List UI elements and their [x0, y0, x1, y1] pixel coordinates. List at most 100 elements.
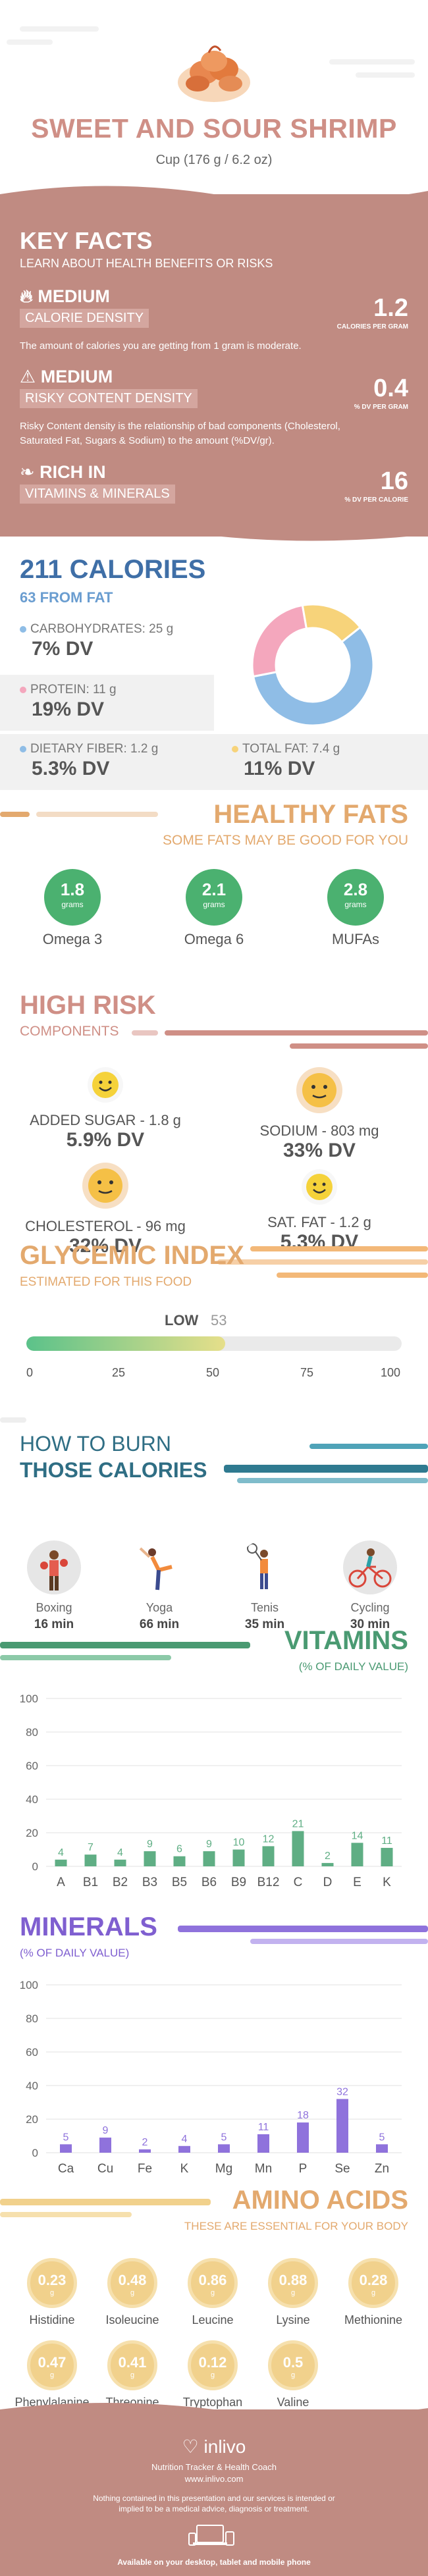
x-tick-label: P [299, 2162, 308, 2176]
bar-value-label: 5 [63, 2132, 69, 2143]
sodium-label: SODIUM - 803 mg [259, 1122, 379, 1139]
amino-name: Lysine [276, 2313, 310, 2326]
amino-value: 0.48 [118, 2272, 147, 2288]
donut-slice-protein [251, 604, 308, 678]
minerals-bar-chart: 0 20 40 60 80 100 5 Ca 9 Cu 2 Fe 4 K 5 Mg 11 Mn 18 P 32 Se 5 Zn [20, 1979, 402, 2176]
bar-A [55, 1859, 67, 1866]
footer-available: Available on your desktop, tablet and mo… [117, 2558, 311, 2567]
bar-value-label: 2 [142, 2137, 148, 2148]
omega6-unit: grams [203, 900, 225, 909]
high-risk-section: HIGH RISK COMPONENTS ADDED SUGAR - 1.8 g… [0, 978, 428, 1257]
cholesterol-dv: 32% DV [68, 1235, 142, 1257]
amino-name: Isoleucine [105, 2313, 159, 2326]
risky-content-value: 0.4 [373, 375, 408, 402]
vitamins-bar-chart: 0204060801004A7B14B29B36B59B610B912B1221… [20, 1693, 402, 1889]
glycemic-subtitle: ESTIMATED FOR THIS FOOD [20, 1275, 192, 1289]
footer-logo[interactable]: ♡ inlivo [0, 2436, 428, 2458]
risky-content-label: RISKY CONTENT DENSITY [20, 389, 198, 408]
calorie-density-label: CALORIE DENSITY [20, 309, 149, 328]
bar-value-label: 18 [297, 2110, 309, 2121]
amino-name: Leucine [192, 2313, 234, 2326]
cholesterol-label: CHOLESTEROL - 96 mg [25, 1218, 186, 1234]
footer-url[interactable]: www.inlivo.com [184, 2474, 244, 2484]
amino-item: 0.28 g Methionine [331, 2258, 416, 2327]
x-tick-label: B9 [231, 1876, 246, 1889]
footer-disclaimer: Nothing contained in this presentation a… [93, 2494, 335, 2513]
neutral-face-icon [296, 1067, 342, 1113]
sodium-dv: 33% DV [282, 1140, 356, 1161]
bar-value-label: 21 [292, 1818, 304, 1829]
bar-Se [336, 2099, 348, 2153]
glycemic-section: GLYCEMIC INDEX ESTIMATED FOR THIS FOOD L… [0, 1241, 428, 1432]
amino-value: 0.86 [198, 2272, 227, 2288]
calories-title: 211 CALORIES [20, 555, 206, 584]
yoga-name: Yoga [146, 1601, 173, 1614]
vitamins-minerals-unit: % DV PER CALORIE [344, 496, 408, 504]
amino-unit: g [290, 2371, 296, 2379]
bar-value-label: 14 [352, 1830, 363, 1841]
x-tick-label: B12 [257, 1876, 280, 1889]
amino-item: 0.88 g Lysine [250, 2258, 336, 2327]
bar-Zn [376, 2144, 388, 2153]
bar-Fe [139, 2149, 151, 2153]
protein-dot [20, 686, 26, 693]
amino-circle: 0.23 g [27, 2258, 77, 2308]
amino-circle: 0.86 g [188, 2258, 238, 2308]
bar-P [297, 2122, 309, 2153]
omega6-value: 2.1 [201, 880, 227, 899]
bar-D [321, 1862, 334, 1866]
y-tick-label: 100 [20, 1693, 38, 1705]
calories-from-fat: 63 FROM FAT [20, 589, 113, 606]
fat-dot [232, 745, 238, 752]
y-tick-label: 60 [26, 2046, 38, 2059]
bar-value-label: 4 [117, 1847, 123, 1858]
y-tick-label: 100 [20, 1979, 38, 1991]
burn-title-strong: THOSE CALORIES [20, 1458, 207, 1482]
glycemic-level: LOW [165, 1312, 199, 1328]
glycemic-track [26, 1336, 402, 1351]
fat-dv: 11% DV [244, 758, 315, 779]
omega3-value: 1.8 [60, 880, 85, 899]
omega3-unit: grams [61, 900, 84, 909]
healthy-fats-section: HEALTHY FATS SOME FATS MAY BE GOOD FOR Y… [0, 800, 428, 978]
x-tick-label: E [353, 1876, 361, 1889]
y-tick-label: 80 [26, 2012, 38, 2025]
donut-slice-carbs [252, 625, 375, 727]
amino-unit: g [130, 2371, 135, 2379]
amino-circle: 0.88 g [268, 2258, 318, 2308]
burn-section: HOW TO BURN THOSE CALORIES Boxing 16 min… [0, 1417, 428, 1669]
risky-content-unit: % DV PER GRAM [354, 404, 408, 411]
amino-subtitle: THESE ARE ESSENTIAL FOR YOUR BODY [184, 2220, 408, 2232]
x-tick-label: Mn [255, 2162, 272, 2176]
page-title: SWEET AND SOUR SHRIMP [31, 113, 397, 144]
omega3-name: Omega 3 [42, 931, 103, 947]
x-tick-label: Cu [97, 2162, 113, 2176]
bar-value-label: 9 [147, 1839, 153, 1850]
smiley-face-icon [88, 1067, 123, 1103]
bar-Mg [218, 2144, 230, 2153]
mufas-item: 2.8 grams MUFAs [306, 869, 405, 948]
amino-unit: g [210, 2289, 215, 2297]
bar-K [178, 2145, 190, 2153]
amino-name: Valine [277, 2396, 309, 2409]
amino-item: 0.86 g Leucine [170, 2258, 255, 2327]
glycemic-tick: 50 [206, 1366, 220, 1379]
added-sugar-dv: 5.9% DV [66, 1129, 145, 1151]
neutral-face-icon [82, 1163, 128, 1209]
y-tick-label: 0 [32, 1860, 38, 1873]
fat-stat: TOTAL FAT: 7.4 g 11% DV [232, 742, 340, 780]
flame-icon: 🔥︎ [20, 286, 33, 306]
amino-value: 0.5 [282, 2354, 304, 2371]
amino-circle: 0.41 g [107, 2340, 157, 2390]
bar-E [351, 1843, 363, 1866]
yoga-activity: Yoga 66 min [113, 1540, 205, 1632]
bar-value-label: 4 [58, 1847, 64, 1858]
bar-value-label: 9 [103, 2125, 109, 2136]
burn-title: HOW TO BURN [20, 1432, 171, 1456]
fiber-label: DIETARY FIBER: 1.2 g [30, 742, 159, 756]
amino-value: 0.23 [38, 2272, 67, 2288]
amino-circle: 0.47 g [27, 2340, 77, 2390]
calorie-density-unit: CALORIES PER GRAM [336, 323, 408, 330]
glycemic-tick: 25 [112, 1366, 126, 1379]
high-risk-title: HIGH RISK [20, 991, 156, 1020]
